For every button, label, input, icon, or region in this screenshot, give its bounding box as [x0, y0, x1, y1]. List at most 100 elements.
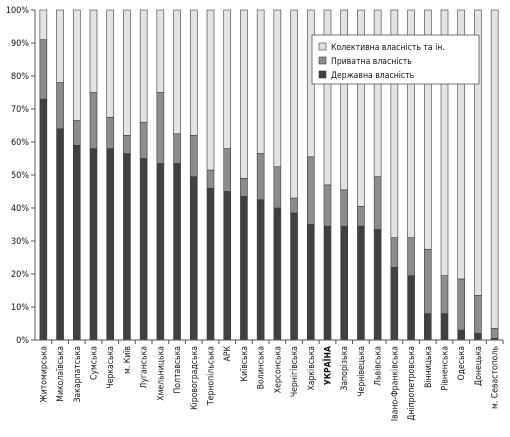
- bar-segment: [423, 248, 432, 314]
- x-category-label: Львівська: [374, 346, 384, 386]
- bar-segment: [173, 163, 181, 341]
- bar-segment: [407, 9, 415, 238]
- bar-segment: [440, 313, 449, 341]
- bar-segment: [223, 148, 232, 192]
- bar-segment: [457, 278, 466, 331]
- bar-segment: [256, 153, 265, 201]
- bar-segment: [407, 275, 415, 341]
- bar-segment: [189, 176, 198, 341]
- bar-segment: [139, 9, 148, 123]
- bar-segment: [139, 121, 148, 159]
- x-category-label: Черкаська: [106, 346, 116, 389]
- bar-segment: [39, 98, 48, 341]
- x-category-label: Запорізька: [340, 346, 350, 391]
- y-tick-label: 30%: [11, 237, 29, 247]
- bar-segment: [223, 191, 232, 341]
- legend-label: Колективна власність та ін.: [331, 43, 445, 53]
- bar-segment: [206, 9, 215, 171]
- y-tick-label: 90%: [11, 39, 29, 49]
- bar-segment: [373, 9, 382, 177]
- y-axis: 0% 10% 20% 30% 40% 50% 60% 70% 80% 90% 100%: [6, 6, 35, 346]
- bar-segment: [290, 197, 298, 214]
- bar-segment: [106, 9, 115, 118]
- x-category-label: Чернігівська: [290, 346, 300, 397]
- y-tick-label: 80%: [11, 72, 29, 82]
- bar-segment: [156, 92, 165, 164]
- legend: Колективна власність та ін. Приватна влас…: [311, 34, 480, 85]
- bar-segment: [123, 135, 131, 154]
- bar-segment: [206, 187, 215, 341]
- bar-segment: [306, 224, 315, 341]
- x-category-label: Закарпатська: [73, 346, 83, 403]
- x-category-label: Дніпропетровська: [407, 346, 417, 421]
- bar-segment: [56, 9, 64, 83]
- bar-segment: [206, 169, 215, 189]
- bar-segment: [56, 128, 64, 341]
- x-category-label: м. Севастополь: [491, 346, 501, 409]
- legend-swatch: [318, 56, 327, 65]
- bar-segment: [323, 225, 332, 341]
- bar-segment: [223, 9, 232, 149]
- bar-segment: [423, 313, 432, 341]
- bar-segment: [89, 148, 98, 341]
- y-tick-label: 0%: [16, 336, 29, 346]
- x-category-label: Луганська: [140, 346, 150, 389]
- y-tick-label: 20%: [11, 270, 29, 280]
- bar-segment: [490, 328, 499, 339]
- x-category-label: Тернопільська: [207, 346, 217, 406]
- bar-segment: [256, 9, 265, 154]
- legend-swatch: [318, 70, 327, 79]
- bar-segment: [490, 9, 499, 329]
- bar-segment: [273, 9, 282, 168]
- bar-segment: [340, 225, 349, 341]
- bar-segment: [72, 145, 81, 341]
- bar-segment: [156, 163, 165, 341]
- x-category-label: УКРАЇНА: [323, 346, 334, 385]
- x-category-label: Харківська: [307, 346, 317, 391]
- x-category-label: Волинська: [257, 346, 267, 390]
- x-category-label: Вінницька: [424, 346, 434, 388]
- legend-label: Державна власність: [331, 71, 415, 81]
- y-tick-label: 40%: [11, 204, 29, 214]
- bar-segment: [357, 206, 365, 227]
- bar-segment: [373, 176, 382, 230]
- bar-segment: [440, 275, 449, 314]
- x-axis-labels: Житомирська Миколаївська Закарпатська Сумсь…: [39, 346, 500, 422]
- bar-segment: [189, 135, 198, 177]
- bar-segment: [72, 120, 81, 146]
- bar-segment: [457, 9, 466, 280]
- bar-segment: [474, 333, 482, 341]
- bar-segment: [123, 9, 131, 136]
- bar-segment: [290, 212, 298, 341]
- bar-segment: [56, 82, 64, 130]
- bar-segment: [340, 9, 349, 191]
- bar-segment: [240, 9, 248, 179]
- bar-segment: [106, 148, 115, 341]
- bar-segment: [290, 9, 298, 199]
- bar-segment: [323, 9, 332, 186]
- bar-segment: [390, 267, 399, 341]
- bar-segment: [72, 9, 81, 121]
- bar-segment: [390, 237, 399, 268]
- bar-segment: [273, 207, 282, 341]
- x-category-label: Київська: [240, 346, 250, 382]
- bar-segment: [123, 153, 131, 341]
- bar-segment: [357, 9, 365, 207]
- bar-segment: [306, 156, 315, 225]
- bar-segment: [440, 9, 449, 276]
- x-category-label: Херсонська: [273, 346, 283, 393]
- bar-segment: [39, 9, 48, 41]
- bar-segment: [156, 9, 165, 93]
- x-category-label: Донецька: [474, 346, 484, 386]
- bar-segment: [357, 225, 365, 341]
- bar-segment: [240, 196, 248, 341]
- bar-segment: [474, 9, 482, 296]
- y-tick-label: 70%: [11, 105, 29, 115]
- x-category-label: Хмельницька: [156, 346, 166, 401]
- bar-segment: [89, 9, 98, 93]
- bar-segment: [173, 133, 181, 164]
- legend-label: Приватна власність: [331, 57, 412, 67]
- bar-segment: [407, 237, 415, 276]
- bar-segment: [474, 295, 482, 334]
